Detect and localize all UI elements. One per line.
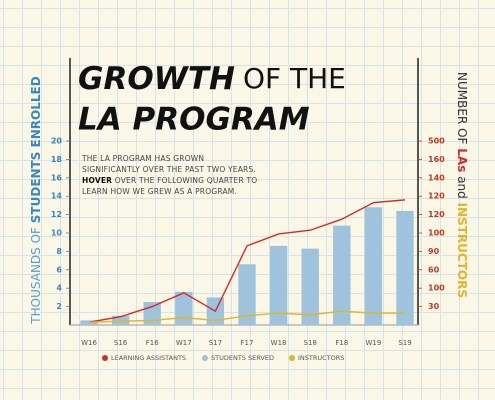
y-tick-label: 8 <box>56 247 62 256</box>
y2-title-part: NUMBER OF <box>456 72 470 145</box>
y2-tick-label: 100 <box>428 284 445 293</box>
legend-swatch <box>289 355 295 361</box>
x-tick-label[interactable]: F16 <box>146 339 159 347</box>
x-tick-label[interactable]: S18 <box>304 339 317 347</box>
legend-label: LEARNING ASSISTANTS <box>111 354 186 362</box>
x-tick-label[interactable]: W19 <box>365 339 381 347</box>
bar <box>396 210 414 325</box>
legend-item: INSTRUCTORS <box>289 354 344 362</box>
chart-title: LA PROGRAM <box>78 102 310 138</box>
x-tick-label[interactable]: W18 <box>271 339 287 347</box>
y2-tick-label: 30 <box>428 302 440 311</box>
y2-tick-label: 500 <box>428 137 445 146</box>
x-tick-label[interactable]: F17 <box>241 339 254 347</box>
y-tick-label: 4 <box>56 284 62 293</box>
x-tick-label[interactable]: W17 <box>176 339 192 347</box>
title-part: OF THE <box>243 62 346 95</box>
y2-tick-label: 90 <box>428 247 440 256</box>
x-tick-label[interactable]: S17 <box>209 339 222 347</box>
line <box>88 310 405 323</box>
y2-title-part: INSTRUCTORS <box>456 203 470 298</box>
x-tick-label[interactable]: F18 <box>335 339 348 347</box>
y-tick-label: 10 <box>51 229 63 238</box>
y-title-part: THOUSANDS OF <box>29 227 43 325</box>
y-tick-label: 18 <box>51 155 63 164</box>
y-tick-label: 16 <box>51 173 63 182</box>
bar <box>111 315 130 325</box>
y-tick-label: 6 <box>56 265 62 274</box>
y2-tick-label: 160 <box>428 155 445 164</box>
line <box>88 199 406 323</box>
bar <box>80 320 98 325</box>
y2-title-part: and <box>456 176 470 199</box>
x-tick-label[interactable]: S16 <box>114 339 128 347</box>
y2-tick-label: 120 <box>428 210 445 219</box>
y-tick-label: 12 <box>51 210 62 219</box>
y-title-part: STUDENTS ENROLLED <box>29 76 43 223</box>
legend-item: LEARNING ASSISTANTS <box>102 354 186 362</box>
bar <box>143 302 161 325</box>
y2-tick-label: 120 <box>428 192 445 201</box>
y2-tick-label: 100 <box>428 229 445 238</box>
y2-axis-title: NUMBER OF LAs and INSTRUCTORS <box>456 72 470 298</box>
legend-label: STUDENTS SERVED <box>211 354 274 362</box>
legend-label: INSTRUCTORS <box>298 354 344 362</box>
legend-swatch <box>202 355 208 361</box>
subtitle-part: THE LA PROGRAM HAS GROWN SIGNIFICANTLY O… <box>82 154 257 174</box>
y-tick-label: 20 <box>51 137 63 146</box>
y-tick-label: 14 <box>51 192 63 201</box>
subtitle-part: HOVER <box>82 176 113 185</box>
bar <box>333 225 351 325</box>
legend-swatch <box>102 355 108 361</box>
subtitle-part: OVER THE FOLLOWING QUARTER TO LEARN HOW … <box>82 176 258 196</box>
bar <box>269 245 288 325</box>
title-part: GROWTH <box>78 61 235 97</box>
y2-title-part: LAs <box>456 148 470 172</box>
y-axis-title: THOUSANDS OF STUDENTS ENROLLED <box>29 76 43 324</box>
bar <box>364 207 383 325</box>
y-tick-label: 2 <box>56 302 62 311</box>
bar <box>238 264 256 325</box>
x-tick-label[interactable]: S19 <box>398 339 411 347</box>
legend-item: STUDENTS SERVED <box>202 354 274 362</box>
y2-tick-label: 60 <box>428 265 440 274</box>
bar <box>301 248 319 325</box>
bar <box>175 291 193 325</box>
x-tick-label[interactable]: W16 <box>81 339 97 347</box>
chart-title: GROWTH OF THE <box>78 61 346 97</box>
subtitle: THE LA PROGRAM HAS GROWN SIGNIFICANTLY O… <box>82 153 262 197</box>
y2-tick-label: 140 <box>428 173 445 182</box>
